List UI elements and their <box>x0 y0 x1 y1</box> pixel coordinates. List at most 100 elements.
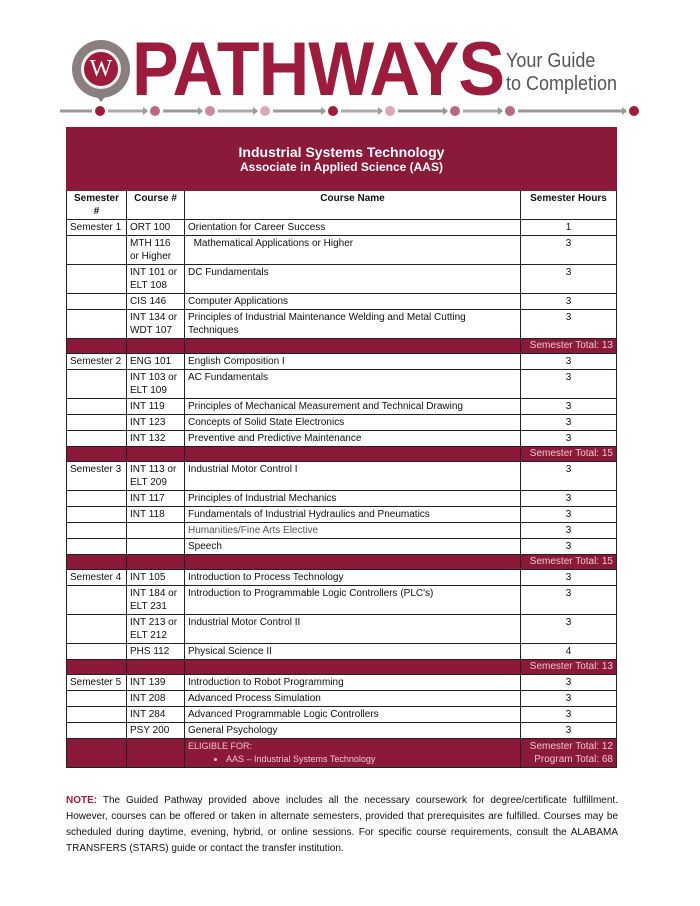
course-table: Industrial Systems Technology Associate i… <box>66 127 617 768</box>
course-row: PHS 112 Physical Science II 4 <box>66 643 617 660</box>
course-number: MTH 116 or Higher <box>126 235 185 265</box>
course-row: INT 132 Preventive and Predictive Mainten… <box>66 430 617 447</box>
semester-cell <box>66 722 127 739</box>
semester-total-row: Semester Total: 15 <box>66 446 617 462</box>
semester-hours: 3 <box>520 264 617 294</box>
course-name: Principles of Industrial Mechanics <box>184 490 521 507</box>
path-dot <box>150 106 160 116</box>
semester-hours: 3 <box>520 369 617 399</box>
semester-hours: 3 <box>520 722 617 739</box>
course-number: INT 118 <box>126 506 185 523</box>
course-row: INT 123 Concepts of Solid State Electroni… <box>66 414 617 431</box>
course-row: Semester 5 INT 139 Introduction to Robot P… <box>66 674 617 691</box>
semester-total: Semester Total: 15 <box>520 446 617 462</box>
program-degree: Associate in Applied Science (AAS) <box>240 160 443 174</box>
course-number: INT 117 <box>126 490 185 507</box>
course-row: INT 213 or ELT 212 Industrial Motor Contr… <box>66 614 617 644</box>
arrow-head <box>321 107 326 115</box>
course-row: INT 184 or ELT 231 Introduction to Progra… <box>66 585 617 615</box>
course-number: INT 134 or WDT 107 <box>126 309 185 339</box>
semester-hours: 3 <box>520 614 617 644</box>
course-row: INT 118 Fundamentals of Industrial Hydrau… <box>66 506 617 523</box>
course-name: Advanced Process Simulation <box>184 690 521 707</box>
course-name: Fundamentals of Industrial Hydraulics an… <box>184 506 521 523</box>
note-paragraph: NOTE: The Guided Pathway provided above … <box>66 793 618 857</box>
course-number: INT 101 or ELT 108 <box>126 264 185 294</box>
course-name: General Psychology <box>184 722 521 739</box>
program-total: Program Total: 68 <box>534 754 613 765</box>
pathway-arrow-line <box>60 106 639 116</box>
arrow-head <box>622 107 627 115</box>
course-number: INT 105 <box>126 569 185 586</box>
eligible-for: ELIGIBLE FOR:AAS – Industrial Systems Te… <box>184 738 521 768</box>
arrow-head <box>198 107 203 115</box>
semester-cell <box>66 369 127 399</box>
semester-cell: Semester 4 <box>66 569 127 586</box>
semester-cell <box>66 643 127 660</box>
course-name: Concepts of Solid State Electronics <box>184 414 521 431</box>
course-name: Introduction to Process Technology <box>184 569 521 586</box>
semester-cell <box>66 706 127 723</box>
semester-cell <box>66 506 127 523</box>
course-row: Semester 4 INT 105 Introduction to Process… <box>66 569 617 586</box>
course-row: INT 101 or ELT 108 DC Fundamentals 3 <box>66 264 617 294</box>
course-number: INT 284 <box>126 706 185 723</box>
semester-cell: Semester 5 <box>66 674 127 691</box>
semester-hours: 3 <box>520 398 617 415</box>
semester-total-row: Semester Total: 13 <box>66 659 617 675</box>
course-name: Orientation for Career Success <box>184 219 521 236</box>
course-number: INT 184 or ELT 231 <box>126 585 185 615</box>
semester-total-row: Semester Total: 13 <box>66 338 617 354</box>
semester-hours: 3 <box>520 490 617 507</box>
semester-hours: 3 <box>520 309 617 339</box>
course-name: DC Fundamentals <box>184 264 521 294</box>
course-name: Mathematical Applications or Higher <box>184 235 521 265</box>
semester-cell <box>66 430 127 447</box>
semester-hours: 4 <box>520 643 617 660</box>
course-number: ORT 100 <box>126 219 185 236</box>
semester-cell <box>66 398 127 415</box>
semester-cell <box>66 309 127 339</box>
semester-cell <box>66 585 127 615</box>
course-name: Industrial Motor Control I <box>184 461 521 491</box>
col-course-name: Course Name <box>184 190 521 220</box>
semester-hours: 3 <box>520 674 617 691</box>
semester-hours: 3 <box>520 522 617 539</box>
course-number <box>126 538 185 555</box>
course-number: INT 208 <box>126 690 185 707</box>
note-label: NOTE: <box>66 795 98 806</box>
course-name: Principles of Mechanical Measurement and… <box>184 398 521 415</box>
semester-cell <box>66 235 127 265</box>
course-row: Semester 1 ORT 100 Orientation for Career … <box>66 219 617 236</box>
course-number: CIS 146 <box>126 293 185 310</box>
course-row: INT 284 Advanced Programmable Logic Contr… <box>66 706 617 723</box>
course-row: Humanities/Fine Arts Elective 3 <box>66 522 617 539</box>
course-name: AC Fundamentals <box>184 369 521 399</box>
semester-hours: 3 <box>520 569 617 586</box>
course-row: CIS 146 Computer Applications 3 <box>66 293 617 310</box>
course-row: PSY 200 General Psychology 3 <box>66 722 617 739</box>
semester-hours: 3 <box>520 506 617 523</box>
col-semester: Semester # <box>66 190 127 220</box>
semester-cell: Semester 3 <box>66 461 127 491</box>
col-course: Course # <box>126 190 185 220</box>
course-name: Physical Science II <box>184 643 521 660</box>
semester-cell <box>66 293 127 310</box>
semester-hours: 3 <box>520 538 617 555</box>
course-number: INT 113 or ELT 209 <box>126 461 185 491</box>
course-number: INT 139 <box>126 674 185 691</box>
semester-hours: 3 <box>520 293 617 310</box>
program-title: Industrial Systems Technology <box>238 144 445 160</box>
course-row: Speech 3 <box>66 538 617 555</box>
course-row: INT 103 or ELT 109 AC Fundamentals 3 <box>66 369 617 399</box>
semester-hours: 3 <box>520 585 617 615</box>
note-text: The Guided Pathway provided above includ… <box>66 795 618 854</box>
semester-total: Semester Total: 13 <box>520 659 617 675</box>
course-number <box>126 522 185 539</box>
course-number: INT 132 <box>126 430 185 447</box>
course-name: Introduction to Programmable Logic Contr… <box>184 585 521 615</box>
course-row: Semester 3 INT 113 or ELT 209 Industrial M… <box>66 461 617 491</box>
path-dot <box>260 106 270 116</box>
semester-hours: 3 <box>520 706 617 723</box>
